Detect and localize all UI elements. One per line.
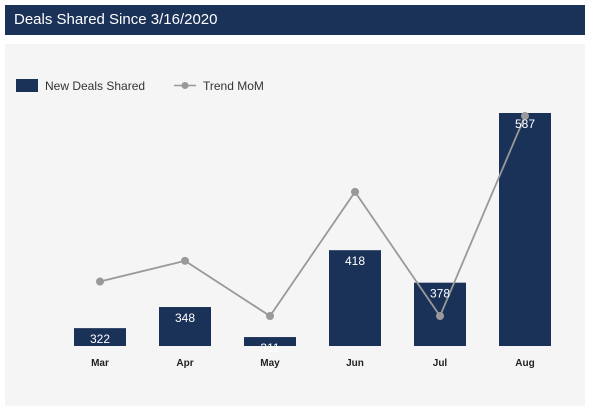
legend-label-new-deals: New Deals Shared — [45, 79, 145, 93]
trend-line — [96, 112, 529, 320]
x-axis-ticks: Mar Apr May Jun Jul Aug — [91, 358, 535, 369]
tick-label-jul: Jul — [433, 358, 448, 369]
tick-label-mar: Mar — [91, 358, 109, 369]
data-label-apr: 348 — [175, 311, 195, 325]
legend-swatch-new-deals — [16, 79, 38, 92]
trend-point-mar — [96, 277, 104, 286]
trend-point-jul — [436, 312, 444, 320]
tick-label-apr: Apr — [176, 358, 193, 369]
bar-aug — [499, 113, 551, 346]
legend-label-trend: Trend MoM — [203, 79, 264, 93]
trend-point-may — [266, 312, 274, 320]
bar-may — [244, 337, 296, 346]
bar-apr — [159, 307, 211, 346]
data-label-jul: 378 — [430, 287, 450, 301]
trend-point-aug — [521, 112, 529, 120]
bar-mar — [74, 328, 126, 346]
data-label-mar: 322 — [90, 332, 110, 346]
data-label-may: 311 — [260, 341, 279, 355]
bars — [74, 113, 551, 346]
tick-label-jun: Jun — [346, 358, 364, 369]
trend-polyline — [99, 115, 526, 318]
data-label-aug: 587 — [515, 117, 535, 131]
data-label-jun: 418 — [345, 254, 365, 268]
data-labels: 322 348 311 418 378 587 — [90, 117, 535, 355]
legend-marker-trend — [181, 82, 189, 89]
tick-label-aug: Aug — [515, 358, 534, 369]
trend-point-jun — [351, 187, 359, 196]
chart-title-bar: Deals Shared Since 3/16/2020 — [5, 5, 585, 35]
chart-title: Deals Shared Since 3/16/2020 — [14, 11, 218, 28]
bar-jun — [329, 250, 381, 346]
tick-label-may: May — [260, 358, 280, 369]
legend: New Deals Shared Trend MoM — [16, 79, 264, 93]
trend-point-apr — [181, 256, 189, 265]
